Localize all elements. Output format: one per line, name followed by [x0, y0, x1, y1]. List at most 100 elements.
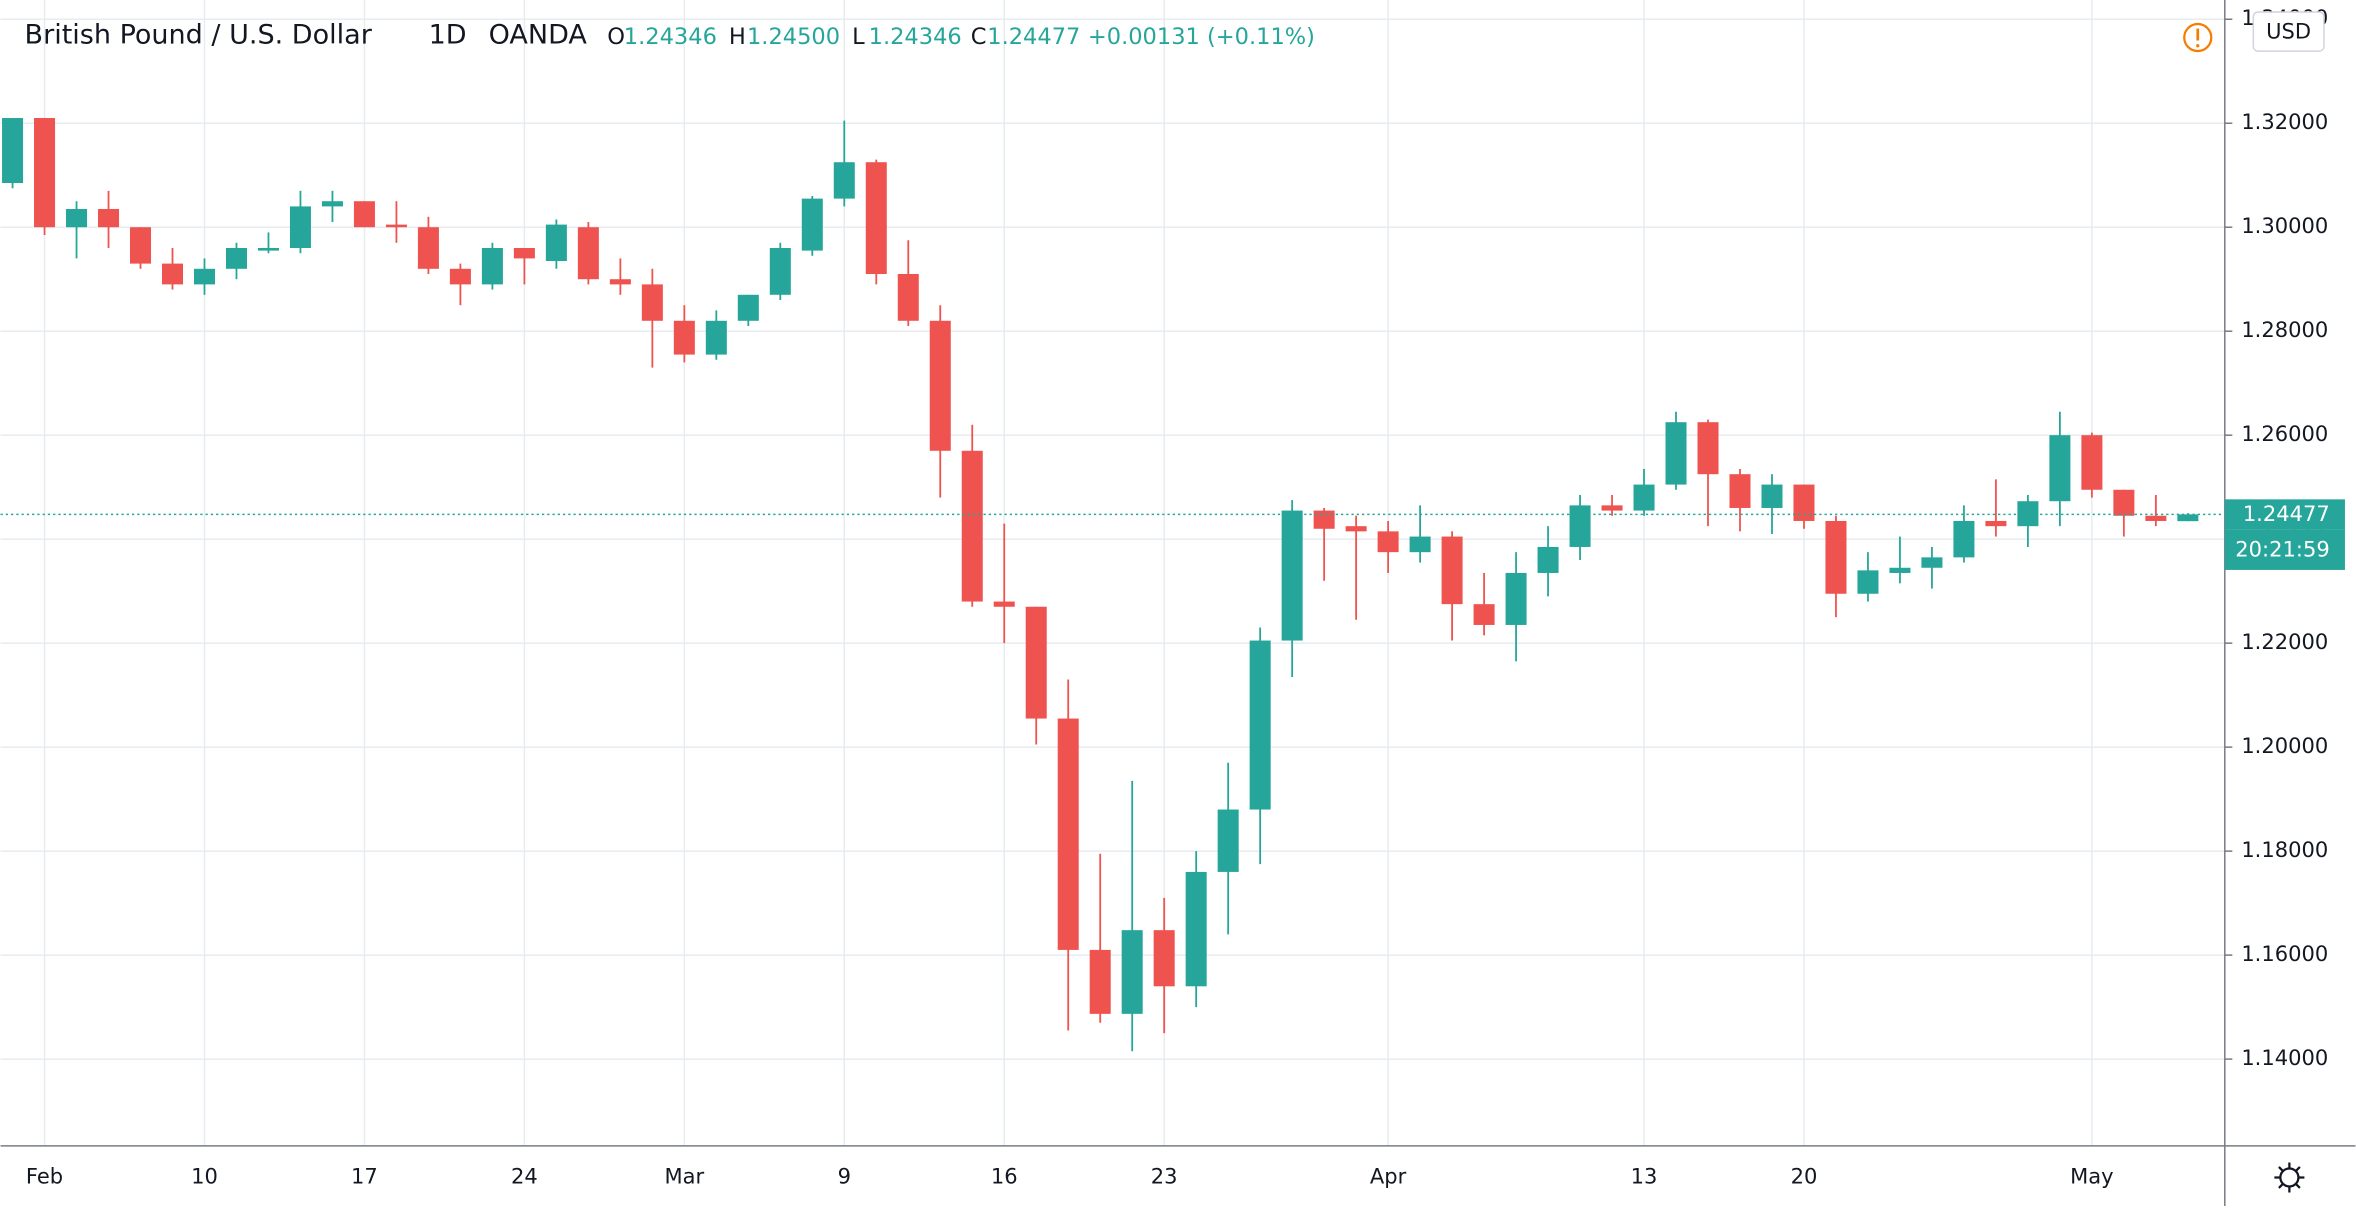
candle-body — [1089, 949, 1111, 1014]
candle — [193, 258, 216, 295]
warning-dot — [2196, 44, 2200, 48]
candle-body — [2081, 435, 2103, 490]
candle — [1569, 494, 1591, 560]
candle — [1697, 419, 1719, 527]
candle-body — [193, 268, 216, 285]
x-tick-label: 13 — [1631, 1163, 1658, 1188]
candle-body — [1953, 520, 1975, 558]
candle-body — [2049, 435, 2071, 502]
candle — [897, 240, 919, 326]
ohlc-key: C — [971, 24, 987, 50]
y-tick-label: 1.26000 — [2241, 421, 2328, 446]
y-tick-label: 1.32000 — [2241, 109, 2328, 134]
candle — [1281, 500, 1303, 677]
candle — [609, 258, 631, 295]
candle — [1985, 479, 2007, 537]
candle-body — [2017, 501, 2039, 527]
candle-body — [1729, 474, 1751, 508]
candle-body — [1281, 510, 1303, 641]
ohlc-value: 1.24500 — [747, 24, 840, 50]
candle-body — [385, 224, 407, 228]
y-tick-label: 1.28000 — [2241, 317, 2328, 342]
candle — [1153, 897, 1175, 1034]
y-tick-label: 1.22000 — [2241, 629, 2328, 654]
candle — [513, 248, 535, 285]
candle-body — [1985, 520, 2007, 527]
candle — [1345, 515, 1367, 620]
candle-body — [961, 450, 983, 602]
candle-body — [1025, 606, 1047, 719]
candle — [2017, 494, 2039, 547]
candle — [1665, 411, 1687, 490]
y-tick-label: 1.14000 — [2241, 1045, 2328, 1070]
gear-teeth — [2274, 1162, 2305, 1193]
candle — [641, 268, 663, 368]
candle — [1089, 853, 1111, 1023]
candle — [545, 219, 567, 269]
x-tick-label: 20 — [1791, 1163, 1818, 1188]
candle — [1057, 679, 1079, 1031]
candle — [257, 232, 279, 254]
candle-body — [1473, 604, 1495, 625]
candle-body — [1153, 930, 1175, 987]
last-price-box — [2224, 499, 2345, 530]
candle-body — [1793, 484, 1815, 521]
candle-body — [1633, 484, 1655, 511]
candle — [1537, 526, 1559, 597]
x-tick-label: 23 — [1151, 1163, 1178, 1188]
countdown-box — [2224, 529, 2345, 570]
candle — [1921, 546, 1943, 589]
candle — [1313, 507, 1335, 581]
candle-body — [769, 248, 791, 295]
candle-body — [1569, 505, 1591, 547]
candle — [993, 523, 1015, 644]
y-tick-label: 1.30000 — [2241, 213, 2328, 238]
candle — [673, 305, 695, 363]
candle-body — [225, 248, 247, 269]
y-tick-label: 1.18000 — [2241, 837, 2328, 862]
candle-body — [321, 201, 343, 207]
candle — [865, 159, 887, 285]
candle-body — [66, 209, 88, 228]
candle-body — [1377, 531, 1399, 553]
candle — [2049, 411, 2071, 527]
candle — [353, 201, 375, 228]
currency-label: USD — [2266, 18, 2311, 43]
candle — [1121, 780, 1143, 1052]
candle — [34, 118, 56, 236]
candle-body — [577, 227, 599, 280]
last-price-label: 1.24477 — [2243, 501, 2330, 526]
candle-body — [417, 227, 439, 269]
candle-body — [481, 248, 503, 285]
candle-body — [545, 224, 567, 262]
candle-body — [1857, 570, 1879, 594]
candle-body — [1249, 640, 1271, 810]
candle-body — [1505, 572, 1527, 625]
candle — [1249, 627, 1271, 865]
candle — [66, 201, 88, 259]
candle — [2, 118, 24, 189]
candle-body — [1409, 536, 1431, 553]
candle-body — [257, 248, 279, 251]
candle — [1633, 468, 1655, 516]
candle — [705, 310, 727, 360]
candle — [961, 424, 983, 607]
candle-body — [353, 201, 375, 228]
candle-body — [1921, 557, 1943, 568]
candle — [1729, 468, 1751, 532]
candle — [417, 216, 439, 275]
y-tick-label: 1.16000 — [2241, 941, 2328, 966]
gear-icon[interactable] — [2274, 1162, 2305, 1193]
currency-button[interactable] — [2252, 11, 2325, 52]
candle — [1473, 572, 1495, 636]
ohlc-value: 1.24477 — [987, 24, 1080, 50]
candle — [1185, 851, 1207, 1008]
source: OANDA — [489, 20, 588, 51]
warning-icon[interactable] — [2183, 22, 2213, 53]
ohlc-key: O — [607, 24, 625, 50]
candle-body — [513, 248, 535, 259]
candle-body — [1121, 930, 1143, 1014]
candle — [289, 190, 311, 254]
candle — [801, 196, 823, 256]
